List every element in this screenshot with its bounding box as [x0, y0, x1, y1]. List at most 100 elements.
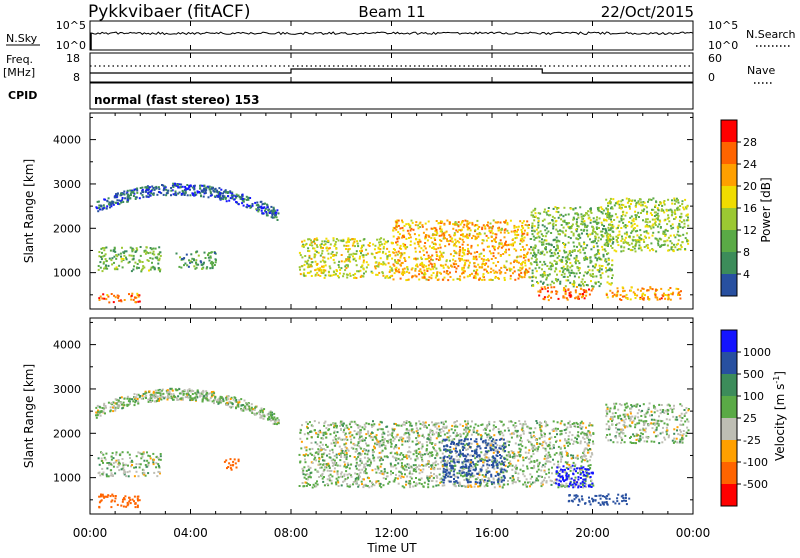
scatter-cell [548, 268, 550, 270]
scatter-cell [524, 260, 526, 262]
scatter-cell [555, 248, 557, 250]
power-ytick-label: 1000 [53, 267, 81, 280]
scatter-cell [483, 240, 485, 242]
scatter-cell [557, 252, 559, 254]
scatter-cell [232, 198, 234, 200]
power-colorbar-tick-label: 12 [743, 224, 757, 237]
scatter-cell [339, 465, 341, 467]
scatter-cell [354, 421, 356, 423]
scatter-cell [346, 274, 348, 276]
scatter-cell [611, 264, 613, 266]
scatter-cell [576, 286, 578, 288]
scatter-cell [363, 254, 365, 256]
scatter-cell [478, 233, 480, 235]
freq-unit: [MHz] [3, 66, 35, 79]
scatter-cell [495, 221, 497, 223]
scatter-cell [527, 224, 529, 226]
scatter-cell [464, 220, 466, 222]
scatter-cell [204, 252, 206, 254]
scatter-cell [156, 257, 158, 259]
scatter-cell [558, 233, 560, 235]
scatter-cell [122, 266, 124, 268]
scatter-cell [154, 393, 156, 395]
scatter-cell [208, 393, 210, 395]
scatter-cell [655, 296, 657, 298]
scatter-cell [426, 279, 428, 281]
scatter-cell [579, 252, 581, 254]
scatter-cell [662, 294, 664, 296]
scatter-cell [682, 227, 684, 229]
scatter-cell [327, 240, 329, 242]
scatter-cell [641, 288, 643, 290]
scatter-cell [111, 402, 113, 404]
scatter-cell [137, 263, 139, 265]
scatter-cell [430, 263, 432, 265]
scatter-cell [544, 477, 546, 479]
scatter-cell [531, 214, 533, 216]
scatter-cell [335, 482, 337, 484]
scatter-cell [260, 417, 262, 419]
scatter-cell [392, 230, 394, 232]
scatter-cell [226, 404, 228, 406]
scatter-cell [544, 471, 546, 473]
scatter-cell [518, 420, 520, 422]
scatter-cell [404, 268, 406, 270]
scatter-cell [595, 275, 597, 277]
scatter-cell [579, 237, 581, 239]
scatter-cell [626, 231, 628, 233]
scatter-cell [626, 234, 628, 236]
scatter-cell [229, 401, 231, 403]
scatter-cell [392, 440, 394, 442]
scatter-cell [544, 263, 546, 265]
scatter-cell [317, 274, 319, 276]
scatter-cell [517, 234, 519, 236]
scatter-cell [513, 424, 515, 426]
power-ytick-label: 3000 [53, 178, 81, 191]
scatter-cell [409, 486, 411, 488]
scatter-cell [220, 189, 222, 191]
scatter-cell [309, 421, 311, 423]
scatter-cell [183, 393, 185, 395]
scatter-cell [452, 241, 454, 243]
scatter-cell [415, 221, 417, 223]
scatter-cell [417, 224, 419, 226]
scatter-cell [339, 269, 341, 271]
scatter-cell [610, 245, 612, 247]
scatter-cell [346, 277, 348, 279]
scatter-cell [679, 220, 681, 222]
scatter-cell [414, 247, 416, 249]
scatter-cell [559, 250, 561, 252]
scatter-cell [418, 468, 420, 470]
scatter-cell [519, 267, 521, 269]
scatter-cell [508, 232, 510, 234]
scatter-cell [555, 229, 557, 231]
scatter-cell [576, 230, 578, 232]
scatter-cell [649, 249, 651, 251]
scatter-cell [544, 433, 546, 435]
scatter-cell [105, 258, 107, 260]
scatter-cell [391, 435, 393, 437]
scatter-cell [598, 253, 600, 255]
scatter-cell [237, 402, 239, 404]
scatter-cell [545, 442, 547, 444]
scatter-cell [584, 214, 586, 216]
scatter-cell [412, 222, 414, 224]
scatter-cell [550, 244, 552, 246]
scatter-cell [409, 226, 411, 228]
power-colorbar-tick-label: 24 [743, 158, 757, 171]
scatter-cell [139, 261, 141, 263]
scatter-cell [406, 266, 408, 268]
scatter-cell [464, 270, 466, 272]
scatter-cell [316, 239, 318, 241]
scatter-cell [632, 199, 634, 201]
scatter-cell [594, 231, 596, 233]
scatter-cell [538, 475, 540, 477]
scatter-cell [378, 272, 380, 274]
scatter-cell [517, 229, 519, 231]
scatter-cell [583, 257, 585, 259]
scatter-cell [136, 188, 138, 190]
scatter-cell [598, 237, 600, 239]
cpid-value: normal (fast stereo) 153 [94, 93, 260, 107]
scatter-cell [158, 186, 160, 188]
scatter-cell [681, 241, 683, 243]
